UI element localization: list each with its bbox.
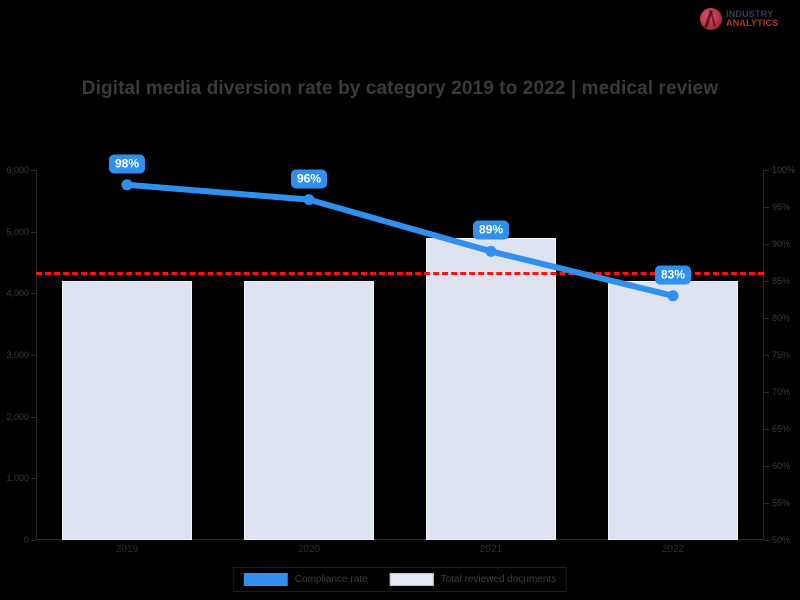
line-path — [124, 181, 676, 299]
line-series — [121, 179, 679, 302]
line-marker[interactable] — [303, 194, 315, 206]
y-axis-left-tick — [31, 540, 36, 541]
legend-item-total-documents[interactable]: Total reviewed documents — [389, 573, 557, 586]
bar[interactable] — [608, 281, 738, 540]
logo-line-2: ANALYTICS — [726, 18, 779, 28]
y-axis-right-tick-label: 85% — [772, 276, 791, 286]
y-axis-left-tick — [31, 416, 36, 418]
y-axis-left-tick — [31, 231, 36, 233]
y-axis-right-tick-label: 80% — [772, 313, 791, 323]
y-axis-right-line — [763, 170, 764, 540]
y-axis-right-tick — [764, 466, 769, 467]
y-axis-left-tick-label: 4,000 — [6, 288, 29, 299]
y-axis-right-tick-label: 70% — [772, 387, 791, 397]
y-axis-right-tick — [764, 318, 769, 319]
y-axis-left-tick — [31, 170, 36, 171]
y-axis-right-tick — [764, 355, 769, 356]
y-axis-left-tick — [31, 478, 36, 480]
brand-logo: INDUSTRY ANALYTICS — [700, 4, 792, 34]
y-axis-right-tick — [764, 281, 769, 282]
y-axis-left-tick-label: 6,000 — [6, 165, 29, 175]
y-axis-left-line — [36, 170, 37, 540]
y-axis-right-tick — [764, 503, 769, 504]
y-axis-right-tick — [764, 170, 769, 171]
y-axis-right-tick-label: 95% — [772, 202, 791, 212]
y-axis-left-tick — [31, 293, 36, 295]
y-axis-right-tick-label: 55% — [772, 498, 791, 508]
y-axis-right-tick-label: 50% — [772, 535, 791, 545]
y-axis-right-tick-label: 100% — [772, 165, 796, 175]
logo-wordmark: INDUSTRY ANALYTICS — [726, 8, 779, 29]
legend-item-compliance-rate[interactable]: Compliance rate — [243, 573, 368, 586]
data-label: 98% — [108, 154, 146, 174]
y-axis-right-tick — [764, 540, 769, 541]
y-axis-left-tick-label: 0 — [23, 535, 29, 545]
legend-label-compliance-rate: Compliance rate — [294, 574, 368, 585]
y-axis-right-tick-label: 75% — [772, 350, 791, 360]
x-axis-line — [36, 539, 764, 540]
y-axis-right-tick — [764, 244, 769, 245]
y-axis-left-tick-label: 5,000 — [6, 226, 29, 237]
x-axis-tick-label: 2022 — [661, 544, 685, 555]
line-marker[interactable] — [121, 179, 133, 191]
y-axis-left-tick — [31, 355, 36, 356]
y-axis-left-tick-label: 2,000 — [6, 411, 29, 422]
legend-label-total-documents: Total reviewed documents — [440, 574, 557, 585]
data-label: 83% — [654, 265, 692, 285]
threshold-line — [36, 271, 764, 275]
x-axis-tick-label: 2020 — [297, 544, 321, 555]
data-label: 96% — [290, 169, 328, 189]
legend-swatch-bar-icon — [389, 573, 434, 586]
y-axis-right-tick-label: 60% — [772, 461, 791, 471]
y-axis-right-tick-label: 90% — [772, 239, 791, 249]
y-axis-right-tick — [764, 392, 769, 393]
y-axis-right-tick — [764, 207, 769, 208]
bar[interactable] — [62, 281, 192, 540]
line-markers — [121, 179, 679, 302]
legend-swatch-line-icon — [243, 573, 288, 586]
line-marker[interactable] — [667, 290, 679, 302]
y-axis-right-tick — [764, 429, 769, 430]
y-axis-left-tick-label: 3,000 — [6, 350, 29, 360]
x-axis-tick-label: 2021 — [479, 544, 503, 555]
logo-mark-icon — [700, 8, 722, 30]
x-axis-tick-label: 2019 — [115, 544, 139, 555]
line-marker[interactable] — [485, 245, 497, 257]
chart-legend: Compliance rate Total reviewed documents — [232, 567, 568, 592]
chart-title: Digital media diversion rate by category… — [81, 78, 719, 99]
y-axis-right-tick-label: 65% — [772, 424, 791, 434]
data-label: 89% — [472, 220, 510, 240]
logo-line-1: INDUSTRY — [726, 8, 774, 19]
bar[interactable] — [244, 281, 374, 540]
y-axis-left-tick-label: 1,000 — [6, 473, 29, 484]
plot-area: 6,000 5,000 4,000 3,000 2,000 1,000 0 100% 95% 9… — [6, 154, 795, 555]
bar[interactable] — [426, 237, 556, 540]
